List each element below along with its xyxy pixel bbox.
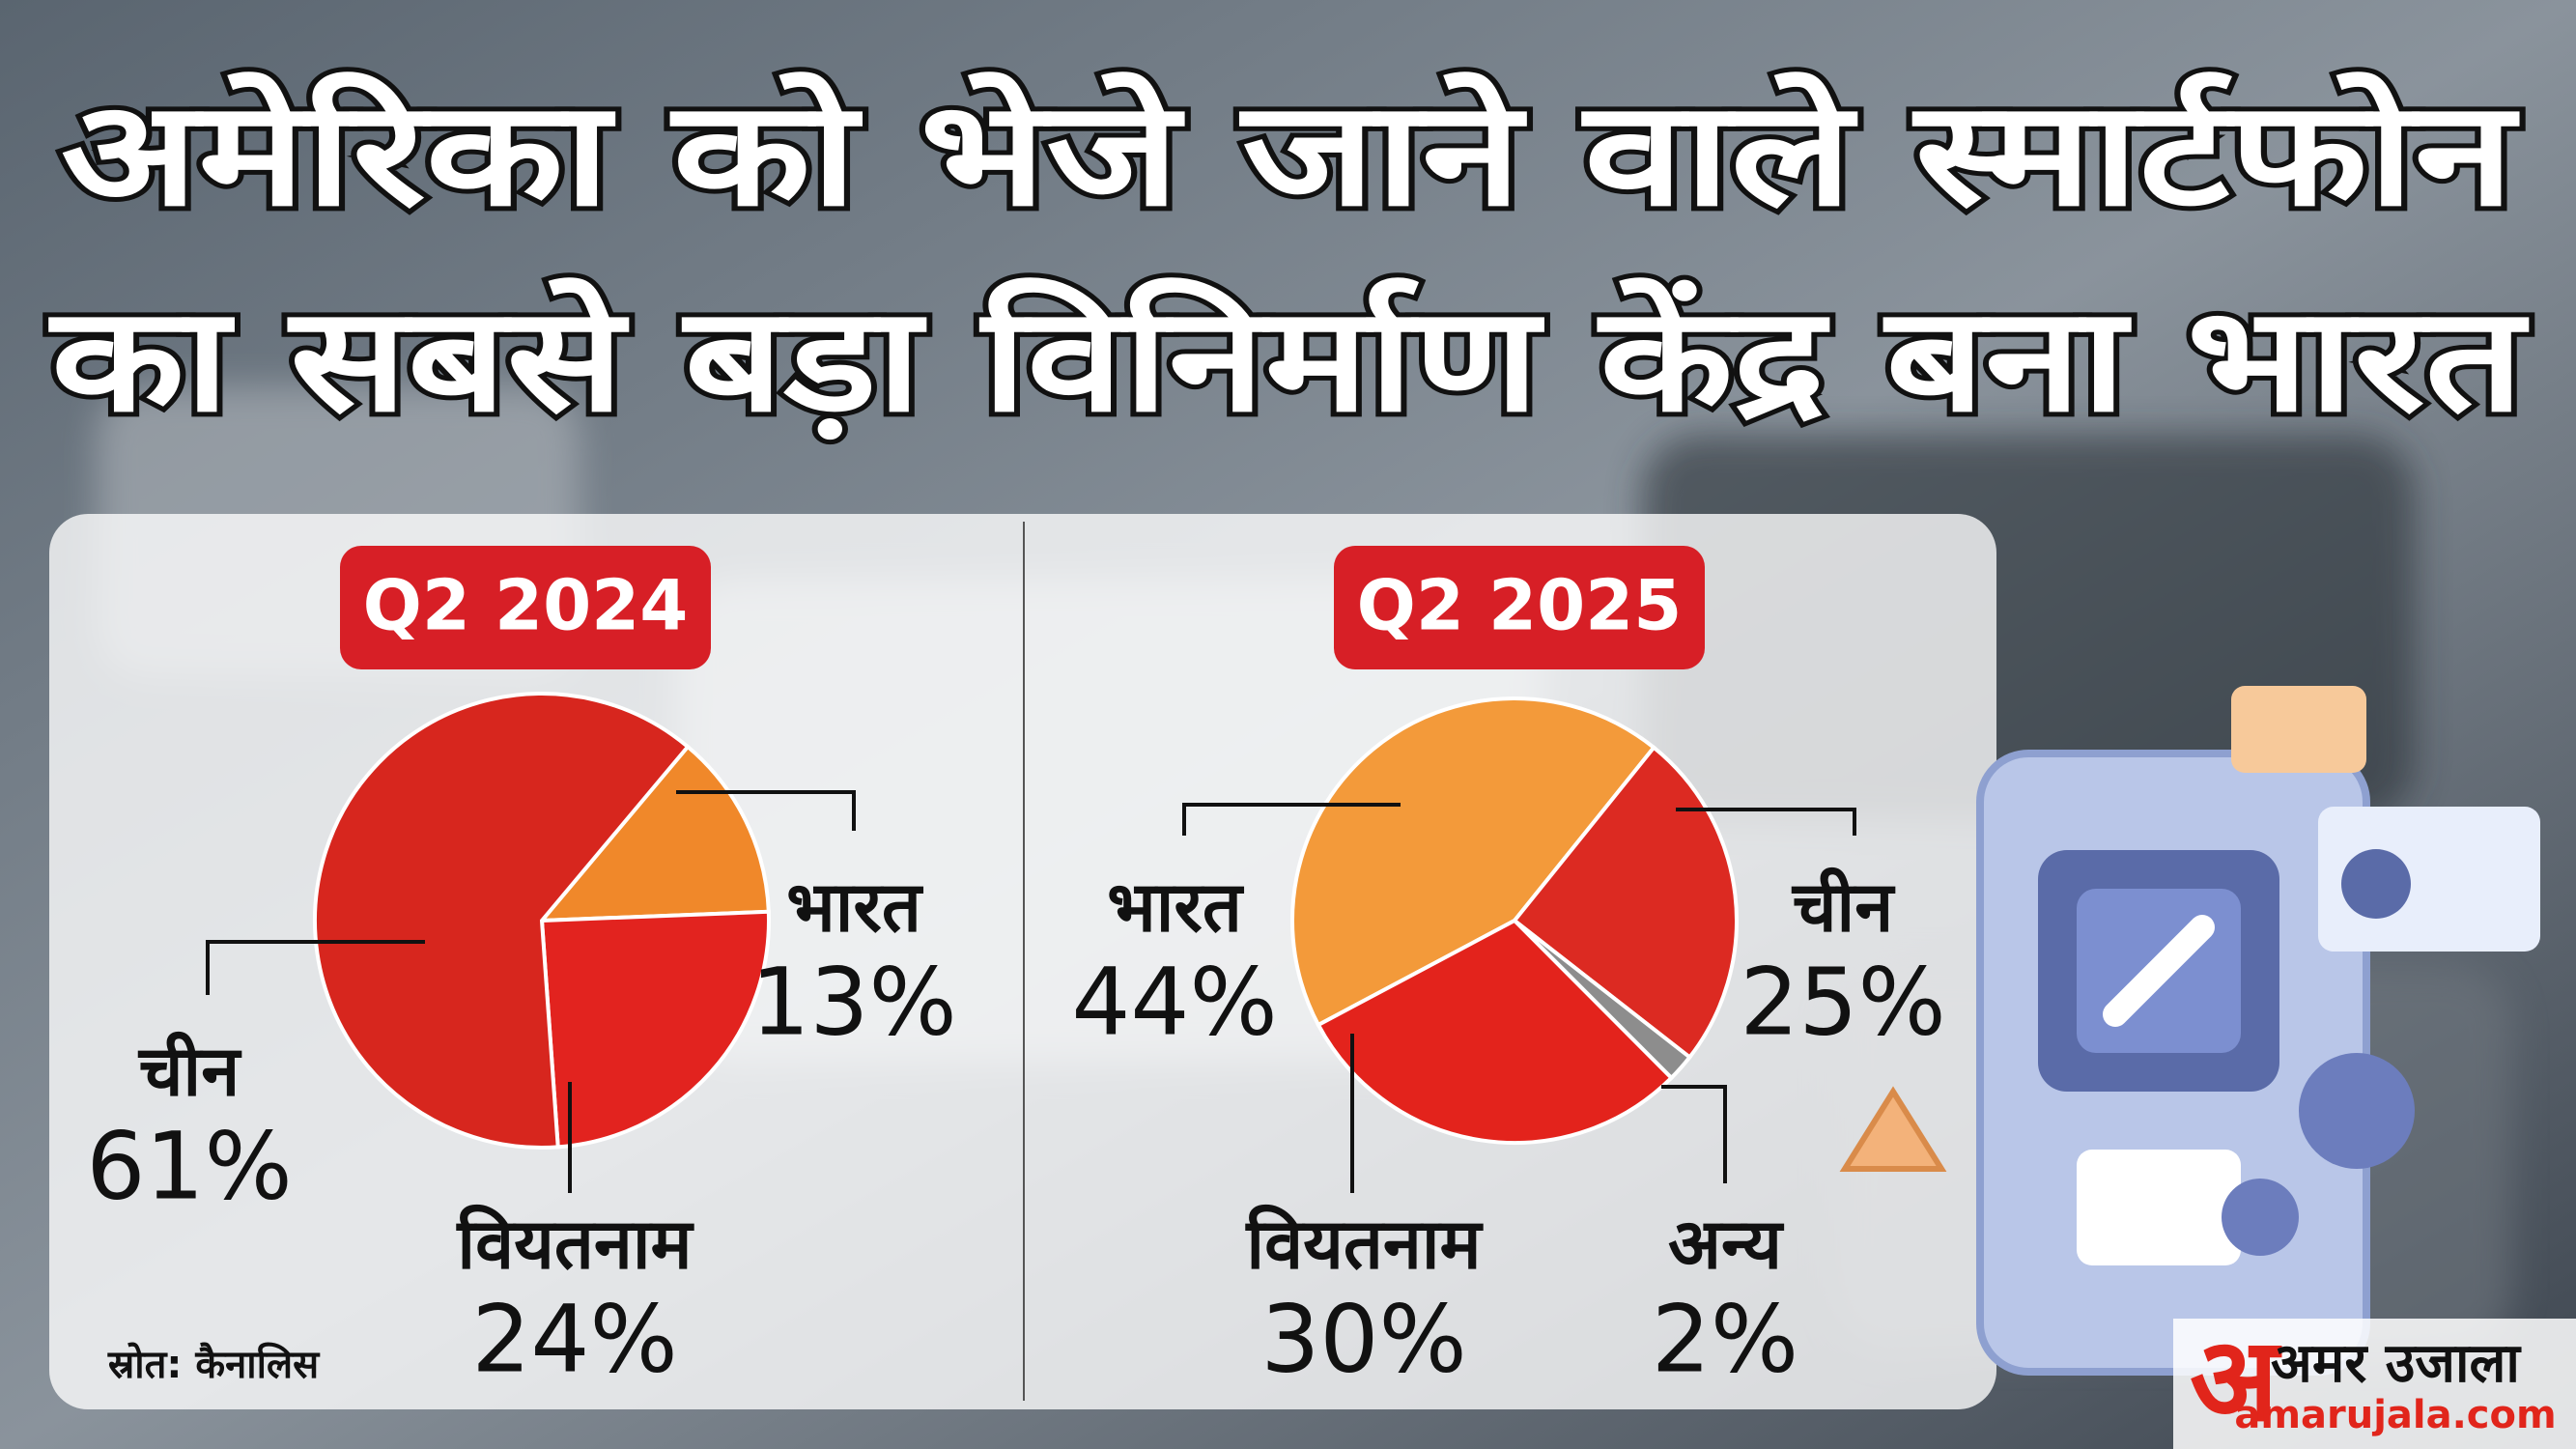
slice-value: 13% [750, 948, 956, 1056]
title-line: अमेरिका को भेजे जाने वाले स्मार्टफोन [61, 71, 2520, 239]
slice-label: वियतनाम [1244, 1204, 1484, 1285]
leader-line [1182, 803, 1401, 836]
badge-label: Q2 2025 [1357, 565, 1683, 646]
leader-line [676, 790, 856, 831]
pie-slice [1289, 696, 1657, 1028]
slice-label: चीन [1791, 867, 1896, 948]
source: स्रोत: कैनालिस [107, 1342, 321, 1387]
pie-slice [537, 744, 771, 923]
pie-slice [313, 692, 691, 1150]
leader-line [1676, 808, 1856, 836]
slice-value: 24% [471, 1285, 677, 1393]
badge [1334, 546, 1705, 669]
leader-line [1661, 1085, 1727, 1183]
logo-mark: अ [2190, 1314, 2282, 1448]
logo-bg [2173, 1319, 2576, 1449]
slice-label: भारत [1107, 867, 1245, 948]
logo-site: amarujala.com [2234, 1393, 2556, 1437]
logo-name: अमर उजाला [2271, 1332, 2522, 1395]
slice-label: चीन [137, 1031, 242, 1112]
leader-line [206, 940, 425, 995]
slice-label: अन्य [1668, 1204, 1784, 1285]
slice-value: 61% [86, 1112, 292, 1220]
slice-value: 44% [1071, 948, 1277, 1056]
slice-value: 2% [1652, 1285, 1798, 1393]
title-line: का सबसे बड़ा विनिर्माण केंद्र बना भारत [47, 276, 2529, 444]
slice-label: भारत [786, 867, 924, 948]
illustration [1839, 686, 2540, 1376]
pie-slice [1316, 918, 1675, 1145]
pie-slice [1512, 745, 1739, 1061]
slice-value: 30% [1260, 1285, 1466, 1393]
badge-label: Q2 2024 [363, 565, 689, 646]
badge [340, 546, 711, 669]
slice-label: वियतनाम [455, 1204, 694, 1285]
pie-slice [539, 909, 771, 1150]
slice-value: 25% [1740, 948, 1945, 1056]
